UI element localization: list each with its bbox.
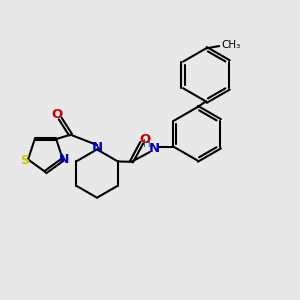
Text: CH₃: CH₃ (222, 40, 241, 50)
Text: S: S (20, 154, 29, 166)
Text: O: O (52, 109, 63, 122)
Text: O: O (140, 133, 151, 146)
Text: N: N (148, 142, 159, 155)
Text: N: N (59, 153, 69, 166)
Text: N: N (92, 141, 103, 154)
Text: H: H (143, 140, 151, 149)
